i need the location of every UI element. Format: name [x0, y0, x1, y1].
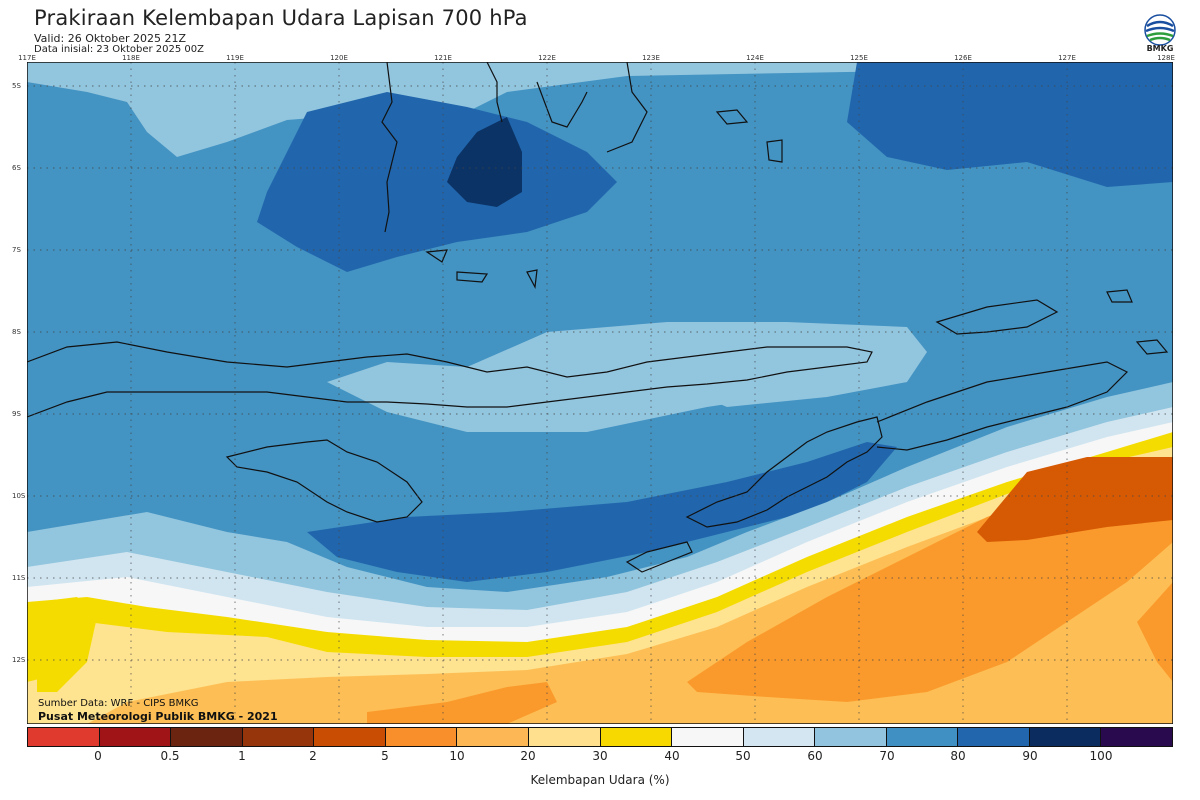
humidity-field-2-5: [977, 457, 1173, 542]
lat-label: 5S: [12, 82, 21, 90]
colorbar-tick-label: 10: [449, 749, 465, 763]
colorbar-tick-label: 50: [735, 749, 751, 763]
humidity-field-80-90-ne: [847, 62, 1173, 187]
humidity-field-80-90-south: [307, 442, 897, 582]
humidity-field-5-10-west: [367, 682, 557, 724]
humidity-field-80-90-nc: [257, 92, 617, 272]
colorbar-segment: [457, 728, 529, 746]
colorbar-segment: [314, 728, 386, 746]
lon-label: 126E: [954, 54, 972, 62]
colorbar-segment: [1029, 728, 1102, 746]
colorbar-segment: [99, 728, 172, 746]
lon-label: 118E: [122, 54, 140, 62]
lon-label: 117E: [18, 54, 36, 62]
colorbar-segment: [171, 728, 243, 746]
lon-label: 119E: [226, 54, 244, 62]
humidity-field-5-10-east: [1137, 582, 1173, 682]
colorbar-segment: [28, 728, 100, 746]
colorbar-segment: [242, 728, 315, 746]
colorbar-tick-label: 20: [520, 749, 536, 763]
bmkg-logo-icon: [1144, 14, 1176, 46]
lat-label: 12S: [12, 656, 26, 664]
colorbar-tick-label: 80: [950, 749, 966, 763]
small-islands-north: [425, 109, 783, 289]
humidity-field-90-100: [447, 117, 522, 207]
sumba-coast: [225, 439, 423, 523]
colorbar-tick-label: 90: [1022, 749, 1038, 763]
colorbar-tick-label: 40: [664, 749, 680, 763]
colorbar-tick-label: 2: [309, 749, 317, 763]
map-title: Prakiraan Kelembapan Udara Lapisan 700 h…: [34, 6, 528, 30]
colorbar-tick-label: 60: [807, 749, 823, 763]
lon-label: 123E: [642, 54, 660, 62]
lat-label: 11S: [12, 574, 26, 582]
wetar-coast: [935, 299, 1059, 335]
valid-time: Valid: 26 Oktober 2025 21Z: [34, 32, 187, 45]
colorbar-tick-label: 100: [1089, 749, 1113, 763]
lat-label: 9S: [12, 410, 21, 418]
humidity-field-30-40-sw: [37, 597, 97, 692]
colorbar-segment: [886, 728, 959, 746]
initial-data-time: Data inisial: 23 Oktober 2025 00Z: [34, 44, 204, 55]
colorbar-segment: [385, 728, 458, 746]
colorbar-tick-label: 1: [238, 749, 246, 763]
lon-label: 122E: [538, 54, 556, 62]
colorbar-tick-label: 70: [879, 749, 895, 763]
colorbar-tick-label: 5: [381, 749, 389, 763]
timor-north-coast: [876, 361, 1129, 451]
colorbar-tick-label: 0: [94, 749, 102, 763]
lat-label: 6S: [12, 164, 21, 172]
humidity-field-60-70-islands: [327, 322, 927, 432]
colorbar-segment: [958, 728, 1030, 746]
colorbar: [27, 727, 1173, 747]
colorbar-segment: [672, 728, 744, 746]
lon-label: 124E: [746, 54, 764, 62]
humidity-map: [27, 62, 1173, 724]
rote-coast: [625, 541, 693, 573]
colorbar-tick-label: 30: [592, 749, 608, 763]
colorbar-tick-label: 0.5: [160, 749, 180, 763]
lat-label: 7S: [12, 246, 21, 254]
sulawesi-coast: [381, 62, 648, 233]
lon-label: 120E: [330, 54, 348, 62]
humidity-field-60-70-flores: [667, 362, 907, 407]
lat-label: 8S: [12, 328, 21, 336]
lon-label: 121E: [434, 54, 452, 62]
lon-label: 127E: [1058, 54, 1076, 62]
publisher: Pusat Meteorologi Publik BMKG - 2021: [38, 710, 278, 723]
lombok-sumbawa-coast: [27, 341, 873, 418]
colorbar-segment: [528, 728, 601, 746]
small-islands-east: [1106, 289, 1169, 355]
colorbar-segment: [1101, 728, 1172, 746]
lon-label: 125E: [850, 54, 868, 62]
data-source: Sumber Data: WRF - CIPS BMKG: [38, 698, 199, 709]
colorbar-segment: [815, 728, 887, 746]
colorbar-segment: [600, 728, 673, 746]
colorbar-segment: [743, 728, 816, 746]
timor-coast: [685, 416, 883, 528]
colorbar-title: Kelembapan Udara (%): [530, 773, 670, 787]
lat-label: 10S: [12, 492, 26, 500]
logo-text: BMKG: [1146, 44, 1174, 53]
lon-label: 128E: [1157, 54, 1175, 62]
